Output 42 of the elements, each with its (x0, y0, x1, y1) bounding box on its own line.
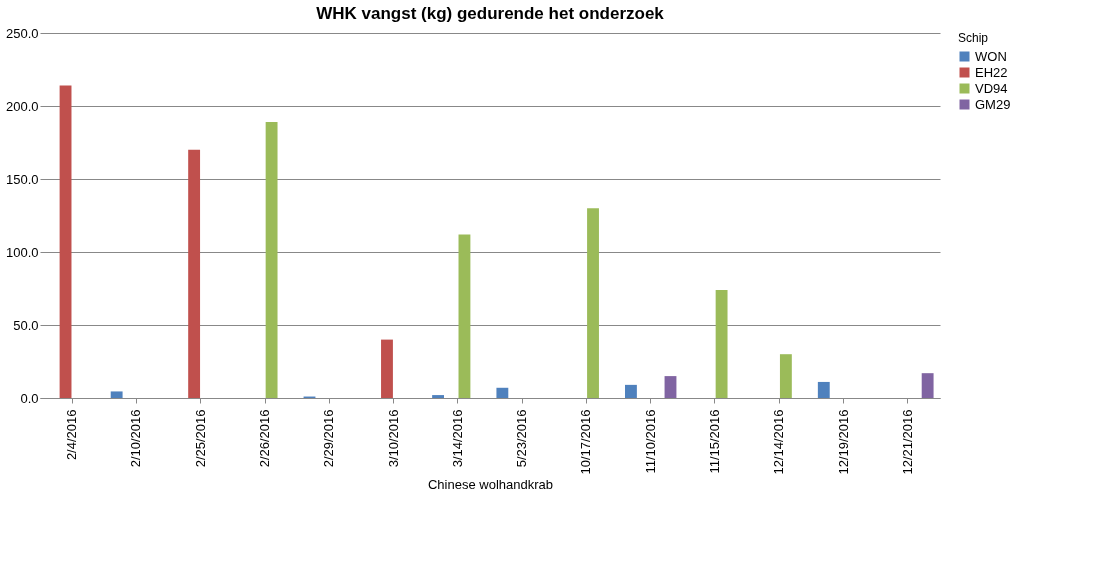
bar (817, 381, 830, 398)
legend-title: Schip (958, 31, 989, 45)
bar (432, 395, 445, 398)
x-tick-label: 3/10/2016 (385, 409, 401, 468)
x-tick-label: 2/29/2016 (321, 409, 337, 468)
bar (188, 149, 201, 398)
bar (779, 354, 792, 398)
y-tick-label: 150.0 (5, 171, 39, 187)
x-tick-label: 2/10/2016 (128, 409, 144, 468)
chart-title: WHK vangst (kg) gedurende het onderzoek (316, 4, 665, 23)
legend-label: EH22 (975, 64, 1008, 80)
bar (587, 208, 599, 398)
bar (921, 373, 934, 398)
bar (381, 339, 393, 398)
y-tick-label: 100.0 (5, 244, 39, 260)
bar (625, 384, 637, 398)
x-tick-label: 11/15/2016 (707, 409, 722, 474)
legend-label: GM29 (975, 96, 1011, 112)
x-tick-label: 12/21/2016 (899, 409, 915, 475)
legend-label: WON (975, 48, 1007, 64)
bar (715, 289, 728, 398)
x-tick-label: 10/17/2016 (578, 409, 594, 475)
x-tick-label: 12/14/2016 (771, 409, 787, 475)
y-tick-label: 0.0 (20, 390, 39, 406)
bar (110, 391, 123, 398)
x-tick-label: 2/26/2016 (257, 409, 272, 468)
bar (496, 387, 509, 398)
x-axis-title: Chinese wolhandkrab (427, 476, 554, 492)
y-tick-label: 50.0 (13, 317, 39, 333)
y-tick-label: 200.0 (5, 98, 39, 114)
x-tick-label: 2/25/2016 (192, 409, 208, 468)
bar (265, 122, 278, 398)
y-tick-label: 250.0 (5, 25, 39, 41)
x-tick-label: 5/23/2016 (514, 409, 530, 468)
x-tick-label: 2/4/2016 (64, 409, 80, 461)
x-tick-label: 3/14/2016 (449, 409, 465, 468)
x-tick-label: 11/10/2016 (642, 409, 658, 474)
x-tick-label: 12/19/2016 (835, 409, 851, 475)
bar (664, 376, 677, 398)
legend-label: VD94 (975, 80, 1008, 96)
bar (458, 234, 471, 398)
bar (59, 85, 72, 398)
